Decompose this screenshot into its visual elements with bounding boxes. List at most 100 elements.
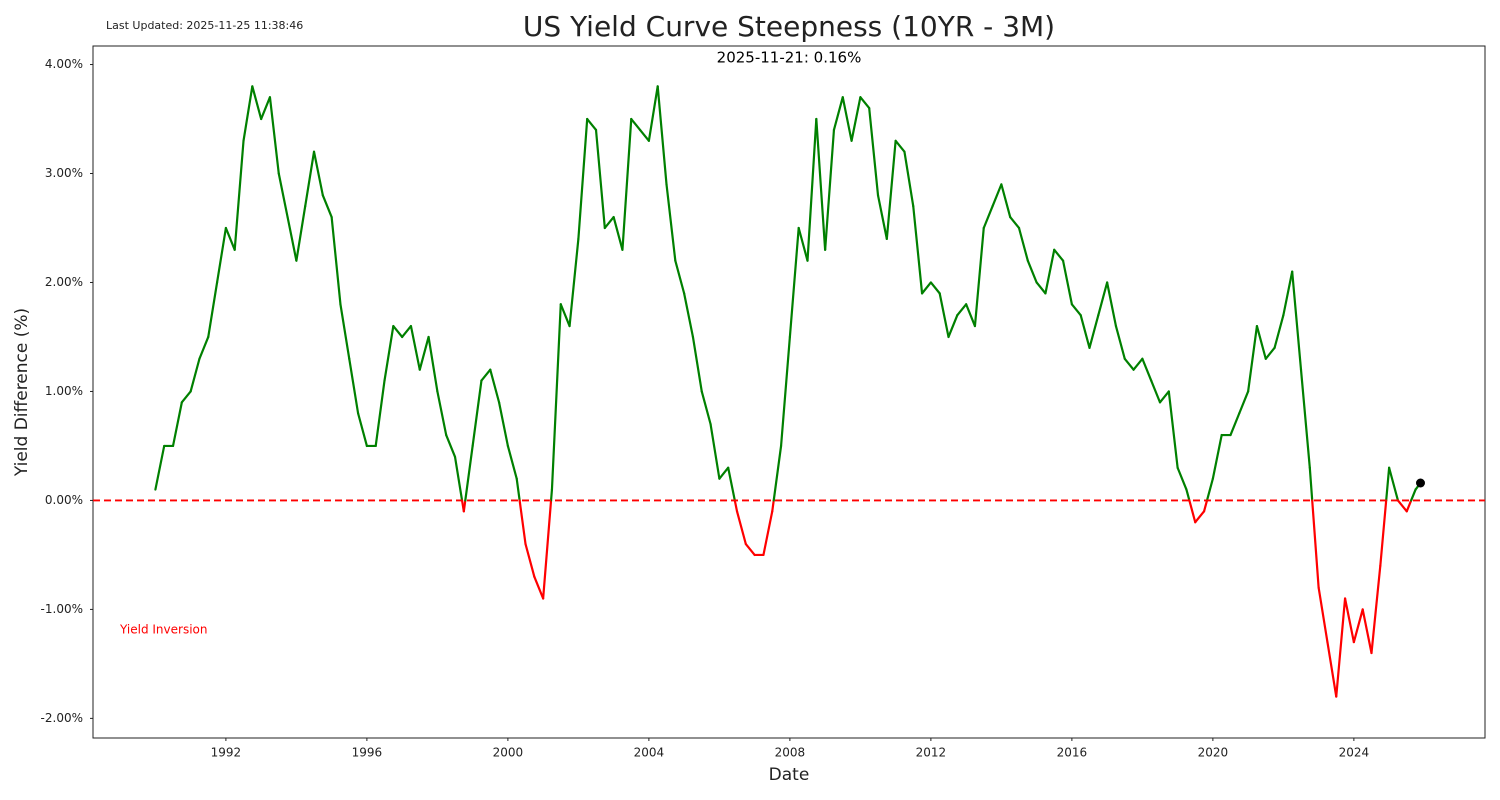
- line-segment: [841, 96, 853, 142]
- line-segment: [1282, 270, 1294, 317]
- line-segment: [453, 455, 464, 502]
- line-segment: [894, 139, 906, 153]
- line-segment: [718, 466, 730, 480]
- line-segment: [594, 128, 606, 230]
- line-segment: [171, 401, 183, 448]
- x-tick-label: 2008: [775, 746, 806, 760]
- line-segment: [1273, 314, 1285, 349]
- line-segment: [542, 499, 553, 600]
- line-segment: [515, 477, 521, 502]
- x-tick-label: 2020: [1198, 746, 1229, 760]
- line-segment: [154, 444, 166, 491]
- line-segment: [464, 444, 474, 502]
- line-segment: [506, 444, 518, 480]
- line-segment: [832, 96, 844, 132]
- line-segment: [1308, 466, 1314, 502]
- line-segment: [1132, 357, 1144, 371]
- line-segment: [885, 139, 897, 240]
- line-segment: [1205, 477, 1214, 502]
- line-segment: [850, 96, 862, 142]
- line-segment: [339, 303, 351, 360]
- line-segment: [772, 444, 783, 502]
- line-segment: [1385, 466, 1391, 502]
- line-segment: [1247, 324, 1259, 393]
- line-segment: [312, 150, 324, 197]
- line-segment: [744, 542, 756, 557]
- line-segment: [180, 390, 192, 404]
- line-segment: [806, 117, 818, 262]
- line-segment: [1379, 499, 1388, 567]
- line-segment: [1238, 390, 1250, 415]
- line-segment: [1088, 314, 1100, 349]
- line-segment: [1070, 303, 1082, 317]
- line-segment: [1044, 248, 1056, 295]
- line-segment: [982, 205, 994, 230]
- line-segment: [1326, 641, 1338, 698]
- line-segment: [409, 324, 421, 371]
- line-segment: [797, 226, 809, 262]
- line-segment: [1396, 499, 1408, 513]
- line-segment: [524, 542, 536, 578]
- line-segment: [268, 96, 280, 175]
- line-segment: [1343, 597, 1355, 644]
- line-segment: [1352, 608, 1364, 644]
- line-segment: [207, 281, 219, 339]
- line-segment: [876, 194, 888, 240]
- line-segment: [1388, 466, 1400, 502]
- line-segment: [938, 292, 950, 339]
- y-tick-label: 2.00%: [45, 275, 83, 289]
- line-segment: [638, 128, 650, 142]
- line-segment: [1150, 379, 1162, 404]
- line-segment: [383, 324, 395, 382]
- line-segment: [929, 281, 941, 295]
- x-tick-label: 2000: [493, 746, 524, 760]
- line-segment: [1264, 346, 1276, 360]
- line-segment: [392, 324, 404, 339]
- y-tick-label: -2.00%: [41, 711, 83, 725]
- line-segment: [1405, 499, 1413, 513]
- last-point: [1415, 478, 1425, 488]
- line-segment: [462, 499, 467, 513]
- line-segment: [1194, 510, 1206, 524]
- line-segment: [1009, 215, 1021, 230]
- line-segment: [1053, 248, 1065, 262]
- line-segment: [251, 85, 263, 121]
- annotation: Yield Inversion: [119, 623, 207, 637]
- line-segment: [815, 117, 827, 251]
- y-tick-label: -1.00%: [41, 602, 83, 616]
- line-segment: [771, 499, 775, 513]
- line-segment: [1291, 270, 1303, 371]
- line-segment: [1061, 259, 1073, 306]
- line-segment: [665, 183, 677, 262]
- line-segment: [1317, 586, 1329, 644]
- chart-subtitle: 2025-11-21: 0.16%: [717, 49, 862, 67]
- line-segment: [1141, 357, 1153, 382]
- line-segment: [1188, 499, 1197, 524]
- line-segment: [233, 139, 245, 251]
- line-segment: [868, 107, 880, 197]
- line-segment: [630, 117, 642, 132]
- line-segment: [1079, 314, 1091, 349]
- line-segment: [277, 172, 289, 219]
- line-segment: [1410, 488, 1417, 502]
- line-segment: [1211, 433, 1223, 480]
- x-tick-label: 2004: [634, 746, 665, 760]
- line-segment: [612, 215, 624, 251]
- line-segment: [859, 96, 871, 110]
- line-segment: [1114, 324, 1126, 360]
- line-segment: [198, 335, 210, 360]
- x-tick-label: 2024: [1339, 746, 1370, 760]
- line-segment: [1017, 226, 1029, 262]
- line-segment: [215, 226, 227, 284]
- line-segment: [242, 85, 254, 142]
- line-segment: [965, 303, 977, 328]
- line-segment: [321, 194, 333, 219]
- line-segment: [427, 335, 439, 393]
- line-segment: [550, 303, 562, 491]
- line-segment: [304, 150, 316, 208]
- line-segment: [401, 324, 413, 339]
- line-segment: [497, 401, 509, 448]
- x-tick-label: 2016: [1057, 746, 1088, 760]
- y-tick-label: 0.00%: [45, 493, 83, 507]
- x-axis-label: Date: [769, 765, 810, 785]
